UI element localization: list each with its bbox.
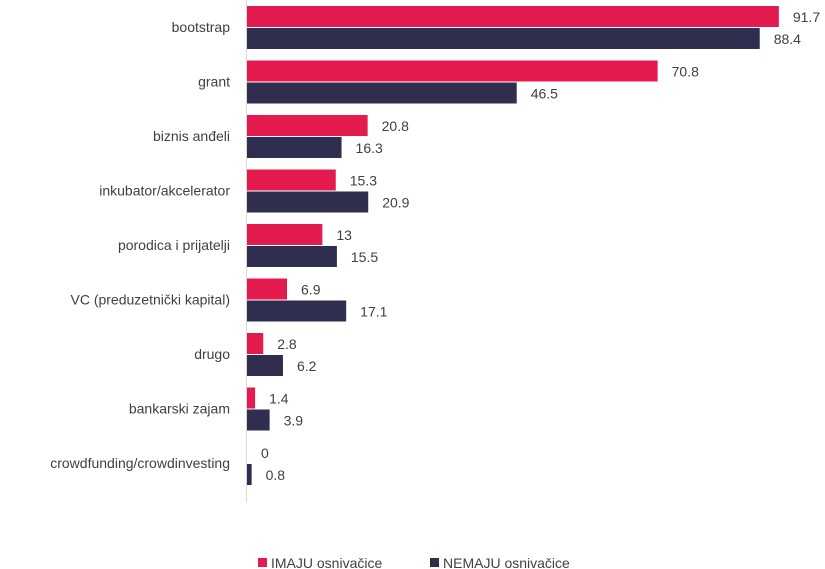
legend-swatch-imaju (258, 558, 267, 567)
legend: IMAJU osnivačice NEMAJU osnivačice (258, 555, 570, 569)
value-label-imaju-biznis-an-eli: 20.8 (382, 118, 409, 134)
bar-nemaju-bootstrap (247, 28, 760, 49)
bars (247, 6, 779, 485)
category-label-biznis-an-eli: biznis anđeli (153, 128, 230, 144)
category-label-bankarski-zajam: bankarski zajam (129, 401, 230, 417)
bar-nemaju-crowdfunding-crowdinvesting (247, 464, 252, 485)
value-label-imaju-grant: 70.8 (672, 64, 699, 80)
bar-nemaju-vc-preduzetni-ki-kapital (247, 300, 347, 322)
value-label-nemaju-crowdfunding-crowdinvesting: 0.8 (266, 467, 286, 483)
category-label-porodica-i-prijatelji: porodica i prijatelji (118, 237, 230, 253)
category-label-crowdfunding-crowdinvesting: crowdfunding/crowdinvesting (50, 455, 230, 471)
value-label-nemaju-vc-preduzetni-ki-kapital: 17.1 (360, 304, 387, 320)
value-label-imaju-bootstrap: 91.7 (793, 9, 820, 25)
value-label-nemaju-bootstrap: 88.4 (774, 31, 801, 47)
category-label-grant: grant (198, 74, 230, 90)
bar-nemaju-grant (247, 82, 517, 104)
value-label-imaju-drugo: 2.8 (277, 336, 297, 352)
legend-swatch-nemaju (430, 558, 439, 567)
category-label-inkubator-akcelerator: inkubator/akcelerator (99, 183, 230, 199)
value-label-nemaju-biznis-an-eli: 16.3 (356, 140, 383, 156)
value-label-imaju-vc-preduzetni-ki-kapital: 6.9 (301, 282, 321, 298)
legend-label-nemaju: NEMAJU osnivačice (443, 555, 570, 569)
bar-imaju-vc-preduzetni-ki-kapital (247, 278, 288, 300)
bar-nemaju-bankarski-zajam (247, 409, 270, 431)
bar-imaju-inkubator-akcelerator (247, 169, 336, 191)
bar-imaju-drugo (247, 333, 264, 354)
value-label-imaju-crowdfunding-crowdinvesting: 0 (261, 445, 269, 461)
category-labels: bootstrap grant biznis anđeli inkubator/akc… (50, 19, 230, 471)
bar-nemaju-inkubator-akcelerator (247, 191, 369, 213)
category-label-bootstrap: bootstrap (172, 19, 231, 35)
category-label-vc-preduzetni-ki-kapital: VC (preduzetnički kapital) (70, 292, 230, 308)
bar-nemaju-porodica-i-prijatelji (247, 246, 337, 267)
value-label-nemaju-drugo: 6.2 (297, 358, 317, 374)
value-label-nemaju-bankarski-zajam: 3.9 (284, 413, 304, 429)
bar-imaju-biznis-an-eli (247, 115, 368, 136)
bar-imaju-bootstrap (247, 6, 779, 27)
value-label-nemaju-grant: 46.5 (531, 86, 558, 102)
bar-imaju-grant (247, 60, 658, 82)
value-label-nemaju-inkubator-akcelerator: 20.9 (382, 195, 409, 211)
value-label-nemaju-porodica-i-prijatelji: 15.5 (351, 249, 378, 265)
legend-label-imaju: IMAJU osnivačice (271, 555, 382, 569)
value-label-imaju-porodica-i-prijatelji: 13 (336, 227, 352, 243)
value-label-imaju-inkubator-akcelerator: 15.3 (350, 173, 377, 189)
bar-nemaju-biznis-an-eli (247, 137, 342, 158)
bar-imaju-porodica-i-prijatelji (247, 224, 323, 245)
value-labels: 91.7 88.4 70.8 46.5 20.8 16.3 15.3 20.9 13 15.5 6.… (261, 9, 820, 483)
bar-nemaju-drugo (247, 355, 283, 376)
bar-imaju-bankarski-zajam (247, 387, 256, 409)
value-label-imaju-bankarski-zajam: 1.4 (269, 391, 289, 407)
category-label-drugo: drugo (194, 346, 230, 362)
